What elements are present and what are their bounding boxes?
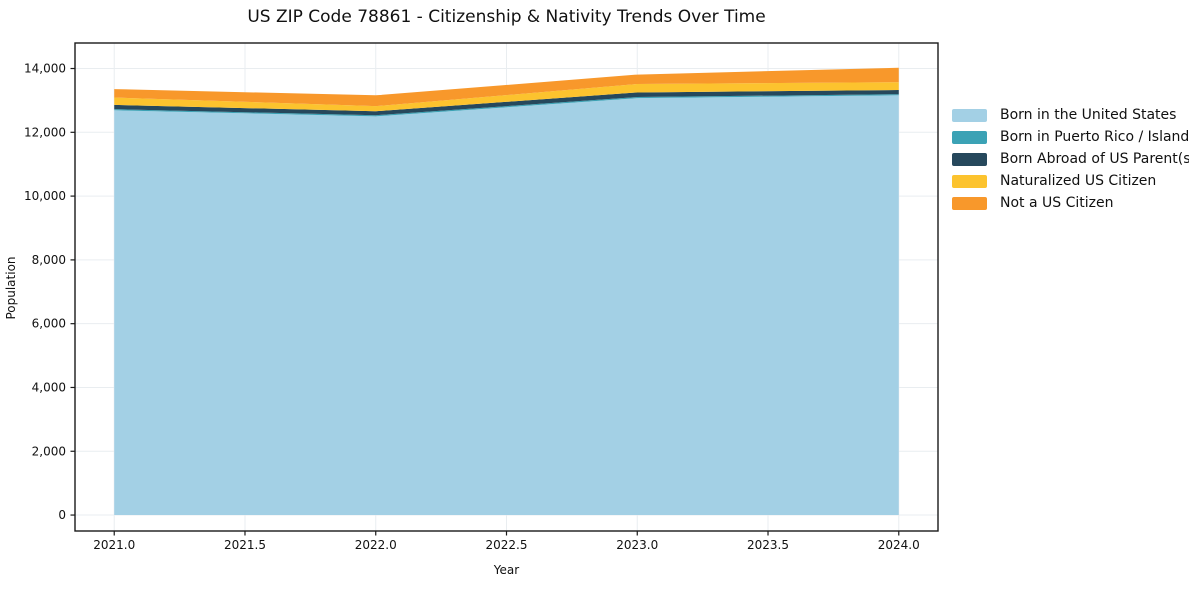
area-born-in-the-united-states xyxy=(114,95,899,516)
ticks xyxy=(70,67,900,536)
legend-label: Born Abroad of US Parent(s) xyxy=(1000,151,1189,167)
x-tick-label: 2022.0 xyxy=(355,538,397,552)
x-tick-label: 2021.5 xyxy=(224,538,266,552)
tick-labels: 0 2,000 4,000 6,000 8,000 10,000 12,000 14,000 2… xyxy=(24,62,920,552)
legend-swatch xyxy=(952,152,987,166)
legend: Born in the United States Born in Puerto … xyxy=(952,104,1189,214)
y-tick-label: 10,000 xyxy=(24,189,66,203)
y-tick-label: 2,000 xyxy=(32,444,66,458)
y-tick-label: 4,000 xyxy=(32,380,66,394)
legend-label: Not a US Citizen xyxy=(1000,195,1114,211)
x-tick-label: 2023.0 xyxy=(616,538,658,552)
legend-item-born-abroad-of-us-parent-s: Born Abroad of US Parent(s) xyxy=(952,148,1189,170)
y-axis-label: Population xyxy=(4,256,18,320)
y-tick-label: 12,000 xyxy=(24,125,66,139)
y-tick-label: 14,000 xyxy=(24,62,66,76)
area-series xyxy=(114,67,899,516)
legend-swatch xyxy=(952,108,987,122)
y-tick-label: 8,000 xyxy=(32,253,66,267)
legend-swatch xyxy=(952,196,987,210)
area-not-a-us-citizen xyxy=(114,67,899,107)
legend-label: Naturalized US Citizen xyxy=(1000,173,1157,189)
y-tick-label: 0 xyxy=(58,508,66,522)
legend-item-born-in-puerto-rico-islands: Born in Puerto Rico / Islands xyxy=(952,126,1189,148)
y-tick-label: 6,000 xyxy=(32,317,66,331)
legend-label: Born in the United States xyxy=(1000,107,1177,123)
legend-swatch xyxy=(952,174,987,188)
area-born-abroad-of-us-parent-s xyxy=(114,90,899,116)
area-naturalized-us-citizen xyxy=(114,82,899,112)
x-tick-label: 2024.0 xyxy=(878,538,920,552)
x-tick-label: 2023.5 xyxy=(747,538,789,552)
legend-item-not-a-us-citizen: Not a US Citizen xyxy=(952,192,1189,214)
x-tick-label: 2022.5 xyxy=(486,538,528,552)
legend-label: Born in Puerto Rico / Islands xyxy=(1000,129,1189,145)
chart-title: US ZIP Code 78861 - Citizenship & Nativi… xyxy=(247,7,766,27)
legend-item-naturalized-us-citizen: Naturalized US Citizen xyxy=(952,170,1189,192)
x-axis-label: Year xyxy=(493,563,520,577)
x-tick-label: 2021.0 xyxy=(93,538,135,552)
legend-item-born-in-the-united-states: Born in the United States xyxy=(952,104,1189,126)
legend-swatch xyxy=(952,130,987,144)
